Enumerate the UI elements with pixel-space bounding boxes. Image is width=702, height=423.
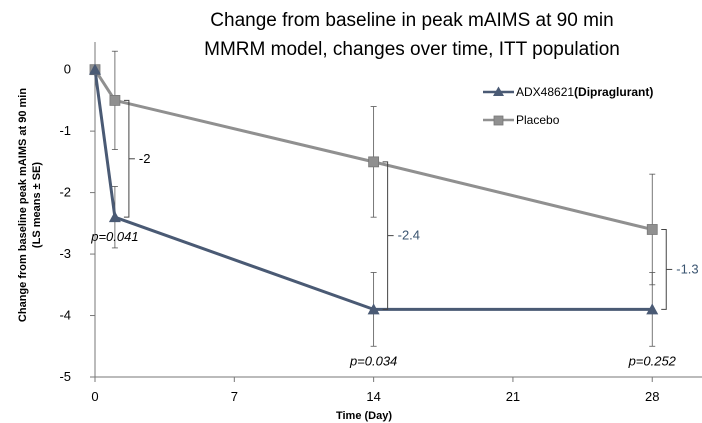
series-lines bbox=[93, 68, 653, 311]
x-axis-ticks: 0 7 14 21 28 bbox=[91, 377, 659, 404]
difference-annotations: -2 -2.4 -1.3 bbox=[123, 99, 699, 310]
x-axis-label: Time (Day) bbox=[336, 410, 392, 422]
data-point-placebo bbox=[646, 224, 658, 235]
y-tick-label: 0 bbox=[64, 62, 71, 77]
x-tick-label: 7 bbox=[231, 389, 238, 404]
legend-item-adx48621: ADX48621(Dipraglurant) bbox=[483, 85, 653, 99]
y-tick-label: -4 bbox=[59, 308, 71, 323]
legend-name-adx48621: ADX48621 bbox=[516, 85, 574, 99]
legend-marker-adx48621 bbox=[493, 86, 504, 96]
y-axis-label: Change from baseline peak mAIMS at 90 mi… bbox=[17, 88, 43, 322]
series-line-placebo bbox=[93, 68, 653, 231]
difference-bracket bbox=[123, 99, 130, 218]
p-value-label: p=0.041 bbox=[90, 229, 138, 244]
chart-title-line-1: Change from baseline in peak mAIMS at 90… bbox=[210, 10, 613, 31]
difference-label: -2 bbox=[139, 151, 151, 166]
y-tick-label: -1 bbox=[59, 123, 71, 138]
data-point-placebo bbox=[109, 94, 121, 106]
difference-bracket bbox=[382, 161, 389, 310]
chart-title: Change from baseline in peak mAIMS at 90… bbox=[204, 10, 620, 60]
y-tick-label: -5 bbox=[59, 369, 71, 384]
series-line-adx48621 bbox=[93, 69, 653, 311]
legend: ADX48621(Dipraglurant) Placebo bbox=[483, 85, 653, 127]
y-tick-label: -2 bbox=[59, 185, 71, 200]
data-point-placebo bbox=[368, 156, 380, 168]
x-tick-label: 28 bbox=[645, 389, 659, 404]
axes bbox=[94, 42, 702, 378]
data-point-adx48621 bbox=[646, 303, 659, 315]
legend-marker-placebo bbox=[493, 115, 504, 126]
y-axis-label-line-2: (LS means ± SE) bbox=[31, 162, 43, 248]
chart-title-line-2: MMRM model, changes over time, ITT popul… bbox=[204, 39, 620, 60]
x-tick-label: 21 bbox=[506, 389, 520, 404]
difference-label: -2.4 bbox=[398, 228, 420, 243]
legend-name-bold-adx48621: (Dipraglurant) bbox=[574, 85, 653, 99]
p-value-label: p=0.252 bbox=[628, 353, 677, 368]
difference-bracket bbox=[661, 228, 667, 310]
p-value-annotations: p=0.041 p=0.034 p=0.252 bbox=[90, 229, 676, 368]
data-point-adx48621 bbox=[108, 211, 121, 223]
data-point-adx48621 bbox=[367, 303, 380, 315]
legend-item-placebo: Placebo bbox=[483, 113, 560, 127]
x-tick-label: 14 bbox=[366, 389, 380, 404]
legend-label-placebo: Placebo bbox=[516, 113, 560, 127]
legend-label-adx48621: ADX48621(Dipraglurant) bbox=[516, 85, 653, 99]
y-tick-label: -3 bbox=[59, 246, 71, 261]
p-value-label: p=0.034 bbox=[349, 353, 397, 368]
series-markers bbox=[89, 63, 659, 315]
y-axis-ticks: 0 -1 -2 -3 -4 -5 bbox=[59, 62, 95, 384]
difference-label: -1.3 bbox=[676, 261, 698, 276]
data-point-adx48621 bbox=[89, 63, 101, 75]
y-axis-label-line-1: Change from baseline peak mAIMS at 90 mi… bbox=[17, 88, 29, 322]
x-tick-label: 0 bbox=[91, 389, 98, 404]
